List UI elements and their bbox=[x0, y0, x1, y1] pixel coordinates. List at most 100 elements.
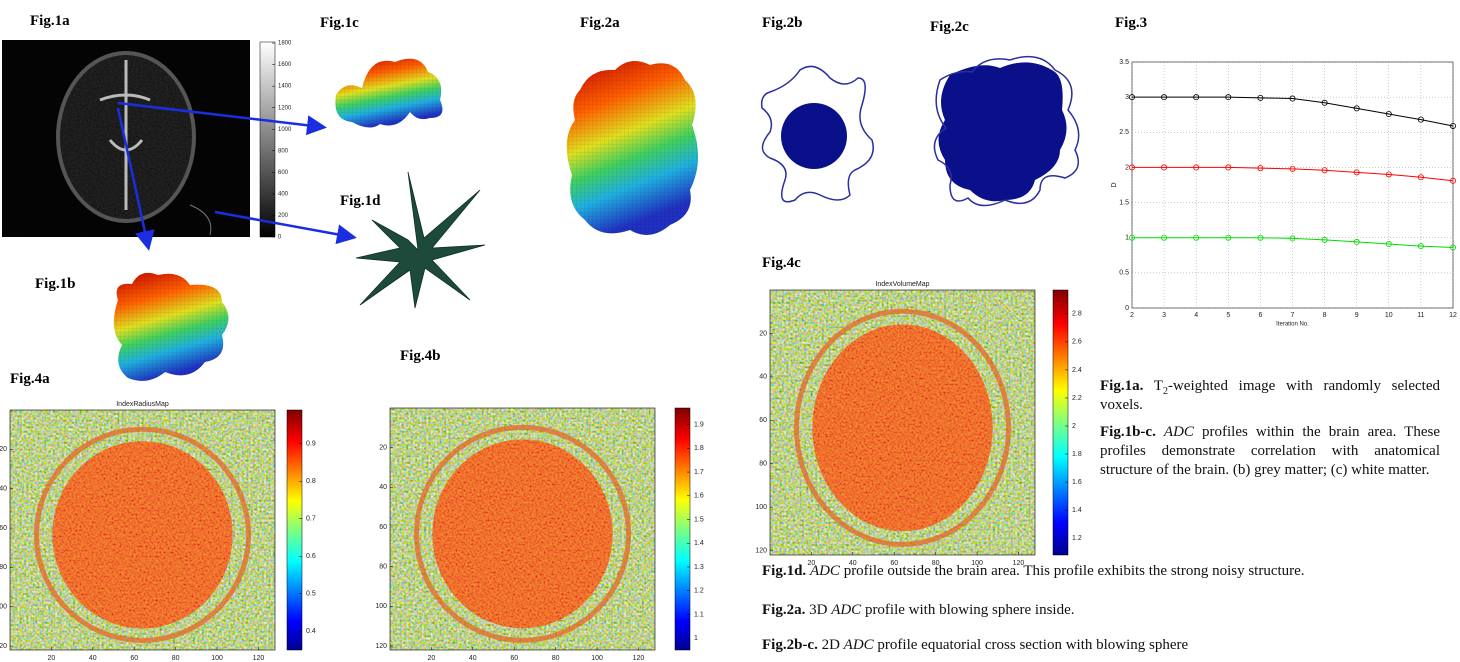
caption: Fig.2b-c. 2D ADC profile equatorial cros… bbox=[762, 636, 1452, 655]
page: Fig.1aFig.1cFig.1dFig.1bFig.4aFig.4bFig.… bbox=[0, 0, 1460, 662]
colorbar-tick-label: 600 bbox=[278, 170, 289, 176]
x-tick-label: 11 bbox=[1417, 312, 1424, 319]
x-tick-label: 9 bbox=[1355, 312, 1359, 319]
figure-label: Fig.4c bbox=[762, 255, 801, 271]
colorbar-tick-label: 1600 bbox=[278, 62, 292, 68]
colorbar-tick-label: 2.2 bbox=[1072, 395, 1082, 402]
figure-label: Fig.2a bbox=[580, 15, 620, 31]
x-tick-label: 12 bbox=[1449, 312, 1457, 319]
x-tick-label: 4 bbox=[1194, 312, 1198, 319]
colorbar-tick-label: 400 bbox=[278, 191, 289, 197]
y-tick-label: 80 bbox=[759, 461, 767, 468]
colorbar-tick-label: 1000 bbox=[278, 127, 292, 133]
colorbar-tick-label: 2.6 bbox=[1072, 339, 1082, 346]
y-tick-label: 2.5 bbox=[1119, 129, 1129, 136]
colorbar-tick-label: 0.5 bbox=[306, 591, 316, 598]
x-tick-label: 80 bbox=[552, 655, 560, 662]
caption-text: ADC bbox=[810, 563, 840, 579]
t2-colorbar bbox=[260, 42, 275, 237]
y-tick-label: 3.5 bbox=[1119, 59, 1129, 66]
colorbar-tick-label: 1200 bbox=[278, 105, 292, 111]
y-tick-label: 0 bbox=[1125, 305, 1129, 312]
caption-text: ADC bbox=[1164, 424, 1194, 440]
x-tick-label: 6 bbox=[1258, 312, 1262, 319]
colorbar-tick-label: 2.8 bbox=[1072, 311, 1082, 318]
y-tick-label: 100 bbox=[375, 603, 387, 610]
colorbar bbox=[1053, 290, 1068, 555]
y-tick-label: 100 bbox=[0, 604, 7, 611]
x-tick-label: 100 bbox=[591, 655, 603, 662]
colorbar-tick-label: 1.7 bbox=[694, 469, 704, 476]
heatmap bbox=[770, 290, 1035, 555]
caption: Fig.2a. 3D ADC profile with blowing sphe… bbox=[762, 601, 1442, 620]
brain-noise bbox=[52, 441, 232, 628]
y-tick-label: 60 bbox=[379, 524, 387, 531]
x-tick-label: 40 bbox=[469, 655, 477, 662]
y-tick-label: 40 bbox=[0, 486, 7, 493]
x-tick-label: 100 bbox=[211, 655, 223, 662]
colorbar-tick-label: 0.8 bbox=[306, 478, 316, 485]
colorbar-tick-label: 2 bbox=[1072, 423, 1076, 430]
y-tick-label: 20 bbox=[0, 446, 7, 453]
caption-label: Fig.2a. bbox=[762, 602, 805, 618]
y-tick-label: 2 bbox=[1125, 164, 1129, 171]
y-tick-label: 100 bbox=[755, 504, 767, 511]
y-tick-label: 1.5 bbox=[1119, 199, 1129, 206]
figure-label: Fig.2c bbox=[930, 19, 969, 35]
colorbar-tick-label: 1.4 bbox=[1072, 507, 1082, 514]
caption-label: Fig.2b-c. bbox=[762, 637, 818, 653]
x-tick-label: 5 bbox=[1226, 312, 1230, 319]
x-tick-label: 20 bbox=[48, 655, 56, 662]
heatmap-image bbox=[10, 410, 275, 650]
heatmap-title: IndexRadiusMap bbox=[116, 401, 169, 408]
caption-text: profile with blowing sphere inside. bbox=[861, 602, 1074, 618]
colorbar-tick-label: 1.5 bbox=[694, 516, 704, 523]
y-tick-label: 80 bbox=[0, 564, 7, 571]
figure-label: Fig.4b bbox=[400, 348, 440, 364]
colorbar-tick-label: 1.6 bbox=[1072, 479, 1082, 486]
caption-text: ADC bbox=[831, 602, 861, 618]
y-tick-label: 0.5 bbox=[1119, 270, 1129, 277]
heatmap bbox=[10, 410, 275, 650]
x-tick-label: 8 bbox=[1323, 312, 1327, 319]
heatmap-title: IndexVolumeMap bbox=[875, 281, 929, 288]
x-tick-label: 60 bbox=[130, 655, 138, 662]
colorbar-tick-label: 1400 bbox=[278, 84, 292, 90]
colorbar-tick-label: 1 bbox=[694, 635, 698, 642]
heatmap-image bbox=[390, 408, 655, 650]
y-tick-label: 3 bbox=[1125, 94, 1129, 101]
x-tick-label: 20 bbox=[428, 655, 436, 662]
x-tick-label: 80 bbox=[172, 655, 180, 662]
figure-label: Fig.1a bbox=[30, 13, 70, 29]
caption: Fig.1a. T2-weighted image with randomly … bbox=[1100, 377, 1440, 415]
y-tick-label: 40 bbox=[379, 484, 387, 491]
x-tick-label: 40 bbox=[89, 655, 97, 662]
caption-text: profile equatorial cross section with bl… bbox=[874, 637, 1189, 653]
colorbar-tick-label: 1.8 bbox=[1072, 451, 1082, 458]
x-axis-label: Iteration No. bbox=[1276, 322, 1309, 328]
x-tick-label: 60 bbox=[510, 655, 518, 662]
figure-label: Fig.1b bbox=[35, 276, 75, 292]
sphere-2c bbox=[939, 62, 1067, 201]
colorbar-tick-label: 1.4 bbox=[694, 540, 704, 547]
brain-noise bbox=[432, 439, 612, 628]
x-tick-label: 120 bbox=[633, 655, 645, 662]
caption-text: 3D bbox=[805, 602, 831, 618]
colorbar-tick-label: 200 bbox=[278, 213, 289, 219]
caption-text: 2D bbox=[818, 637, 844, 653]
y-tick-label: 120 bbox=[375, 643, 387, 650]
colorbar-tick-label: 0.7 bbox=[306, 516, 316, 523]
caption-text: T bbox=[1143, 378, 1163, 394]
figure-label: Fig.4a bbox=[10, 371, 50, 387]
y-tick-label: 1 bbox=[1125, 235, 1129, 242]
x-tick-label: 7 bbox=[1291, 312, 1295, 319]
figure-label: Fig.2b bbox=[762, 15, 802, 31]
heatmap bbox=[390, 408, 655, 650]
caption-label: Fig.1d. bbox=[762, 563, 806, 579]
figure-label: Fig.1d bbox=[340, 193, 381, 209]
x-tick-label: 3 bbox=[1162, 312, 1166, 319]
colorbar-tick-label: 1800 bbox=[278, 41, 292, 47]
sphere-2b bbox=[781, 103, 847, 169]
caption-text: profile outside the brain area. This pro… bbox=[840, 563, 1305, 579]
colorbar-tick-label: 1.1 bbox=[694, 611, 704, 618]
